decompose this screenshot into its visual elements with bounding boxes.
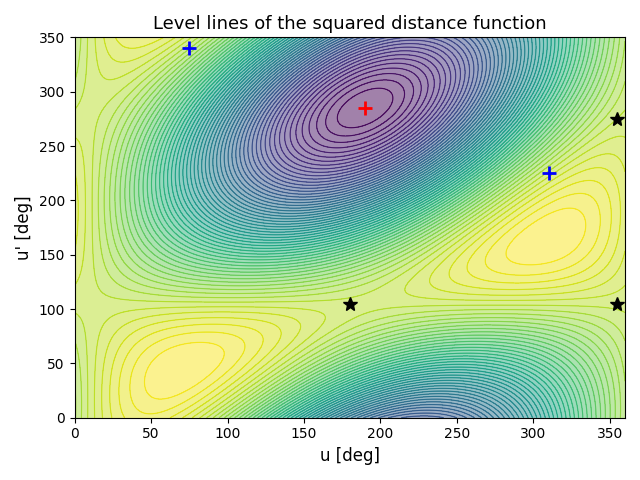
Y-axis label: u' [deg]: u' [deg] <box>15 195 33 260</box>
Title: Level lines of the squared distance function: Level lines of the squared distance func… <box>153 15 547 33</box>
X-axis label: u [deg]: u [deg] <box>320 447 380 465</box>
